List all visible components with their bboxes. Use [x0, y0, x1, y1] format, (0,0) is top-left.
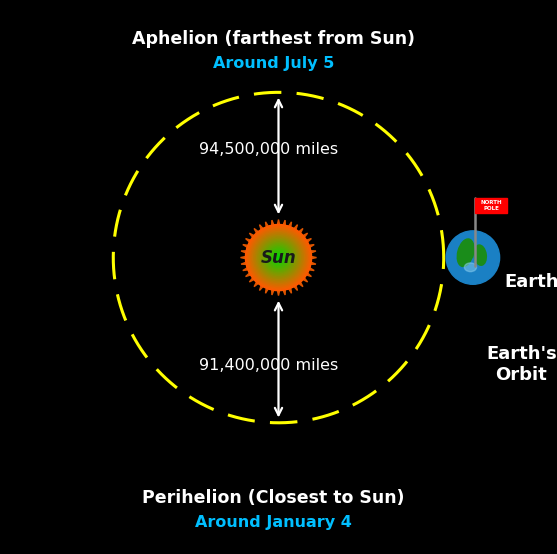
Text: Aphelion (farthest from Sun): Aphelion (farthest from Sun) — [132, 30, 415, 48]
Circle shape — [263, 243, 294, 273]
Circle shape — [275, 253, 282, 261]
Text: 94,500,000 miles: 94,500,000 miles — [199, 142, 338, 157]
Circle shape — [272, 250, 285, 264]
Circle shape — [276, 255, 281, 260]
Circle shape — [267, 247, 290, 269]
Text: Earth: Earth — [505, 273, 557, 291]
Circle shape — [273, 252, 284, 263]
Circle shape — [265, 244, 292, 271]
Text: Sun: Sun — [261, 249, 296, 266]
Text: Earth's
Orbit: Earth's Orbit — [486, 345, 557, 384]
Polygon shape — [475, 198, 507, 213]
Text: Perihelion (Closest to Sun): Perihelion (Closest to Sun) — [143, 489, 405, 507]
Circle shape — [270, 249, 287, 266]
Ellipse shape — [465, 263, 477, 271]
Circle shape — [261, 240, 296, 275]
Circle shape — [266, 245, 291, 270]
Text: Around January 4: Around January 4 — [195, 515, 352, 530]
Circle shape — [277, 256, 280, 259]
Text: Around July 5: Around July 5 — [213, 55, 334, 71]
Circle shape — [255, 234, 302, 281]
Circle shape — [246, 224, 311, 291]
Circle shape — [259, 238, 298, 277]
Circle shape — [248, 227, 309, 288]
Circle shape — [256, 235, 301, 280]
Text: 91,400,000 miles: 91,400,000 miles — [199, 358, 339, 373]
Circle shape — [254, 233, 303, 283]
Circle shape — [446, 231, 500, 284]
Circle shape — [258, 237, 299, 278]
Text: NORTH
POLE: NORTH POLE — [480, 201, 502, 211]
Circle shape — [250, 229, 307, 286]
Circle shape — [251, 230, 306, 285]
Circle shape — [262, 241, 295, 274]
Ellipse shape — [457, 239, 474, 266]
Circle shape — [252, 232, 305, 284]
Ellipse shape — [474, 245, 486, 265]
Circle shape — [247, 226, 310, 289]
Circle shape — [269, 248, 288, 267]
Polygon shape — [241, 219, 316, 296]
